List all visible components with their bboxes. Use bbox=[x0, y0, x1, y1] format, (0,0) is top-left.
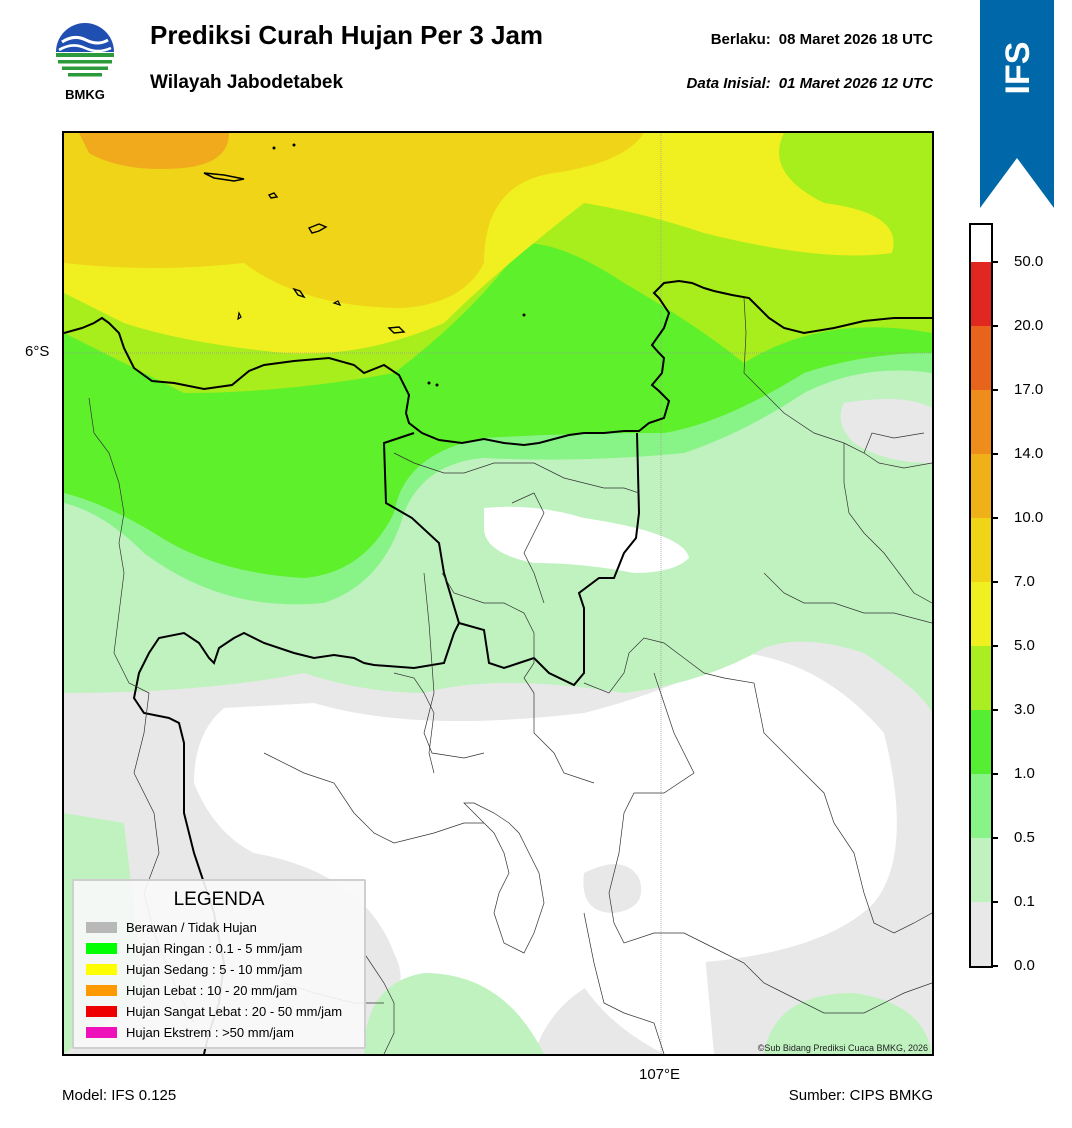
colorbar-tick bbox=[991, 901, 998, 903]
legend-label: Hujan Ringan : 0.1 - 5 mm/jam bbox=[126, 941, 303, 956]
colorbar-label: 5.0 bbox=[1014, 637, 1035, 654]
logo-text: BMKG bbox=[65, 87, 105, 102]
colorbar-segment bbox=[971, 838, 991, 902]
legend-item: Hujan Ekstrem : >50 mm/jam bbox=[74, 1022, 364, 1043]
legend-swatch bbox=[86, 985, 117, 996]
colorbar-segment bbox=[971, 518, 991, 582]
legend-swatch bbox=[86, 922, 117, 933]
colorbar-segment bbox=[971, 390, 991, 454]
rainfall-map: ©Sub Bidang Prediksi Cuaca BMKG, 2026 LE… bbox=[62, 131, 934, 1056]
colorbar-segment bbox=[971, 710, 991, 774]
legend-item: Hujan Sangat Lebat : 20 - 50 mm/jam bbox=[74, 1001, 364, 1022]
lon-tick-label: 107°E bbox=[639, 1066, 681, 1083]
colorbar-tick bbox=[991, 645, 998, 647]
colorbar-tick bbox=[991, 453, 998, 455]
legend-item: Hujan Ringan : 0.1 - 5 mm/jam bbox=[74, 938, 364, 959]
page-subtitle: Wilayah Jabodetabek bbox=[150, 72, 344, 93]
bmkg-logo-icon bbox=[56, 23, 114, 77]
rain-zone-10-0 bbox=[79, 133, 229, 169]
province-boundary bbox=[382, 432, 641, 687]
colorbar-label: 50.0 bbox=[1014, 253, 1044, 270]
legend-item: Hujan Sedang : 5 - 10 mm/jam bbox=[74, 959, 364, 980]
colorbar-bar bbox=[969, 223, 993, 968]
colorbar-segment bbox=[971, 902, 991, 966]
colorbar-label: 20.0 bbox=[1014, 317, 1044, 334]
source-label: Sumber: CIPS BMKG bbox=[788, 1087, 933, 1104]
colorbar-label: 14.0 bbox=[1014, 445, 1044, 462]
colorbar-tick bbox=[991, 709, 998, 711]
colorbar-tick bbox=[991, 325, 998, 327]
colorbar-label: 7.0 bbox=[1014, 573, 1035, 590]
colorbar-segment bbox=[971, 454, 991, 518]
legend-item: Berawan / Tidak Hujan bbox=[74, 917, 364, 938]
colorbar-tick bbox=[991, 773, 998, 775]
lat-tick-label: 6°S bbox=[25, 343, 50, 360]
colorbar-label: 0.1 bbox=[1014, 893, 1035, 910]
colorbar-label: 1.0 bbox=[1014, 765, 1035, 782]
model-label: Model: IFS 0.125 bbox=[62, 1087, 177, 1104]
valid-time: Berlaku: 08 Maret 2026 18 UTC bbox=[711, 31, 933, 48]
legend-title: LEGENDA bbox=[173, 889, 265, 910]
colorbar-tick bbox=[991, 261, 998, 263]
colorbar-label: 3.0 bbox=[1014, 701, 1035, 718]
colorbar-tick bbox=[991, 837, 998, 839]
legend-label: Hujan Sedang : 5 - 10 mm/jam bbox=[126, 962, 303, 977]
legend-swatch bbox=[86, 943, 117, 954]
colorbar-label: 10.0 bbox=[1014, 509, 1044, 526]
legend-label: Berawan / Tidak Hujan bbox=[126, 920, 257, 935]
valid-label: Berlaku: bbox=[710, 31, 771, 48]
legend-label: Hujan Sangat Lebat : 20 - 50 mm/jam bbox=[126, 1004, 343, 1019]
ifs-badge-text: IFS bbox=[999, 42, 1037, 95]
init-label: Data Inisial: bbox=[686, 75, 771, 92]
colorbar-label: 17.0 bbox=[1014, 381, 1044, 398]
colorbar-segment bbox=[971, 646, 991, 710]
legend-swatch bbox=[86, 1027, 117, 1038]
colorbar-segment bbox=[971, 262, 991, 326]
clear-zone bbox=[194, 653, 897, 1054]
colorbar-tick bbox=[991, 965, 998, 967]
legend-label: Hujan Lebat : 10 - 20 mm/jam bbox=[126, 983, 298, 998]
valid-value: 08 Maret 2026 18 UTC bbox=[778, 31, 933, 48]
colorbar-tick bbox=[991, 581, 998, 583]
colorbar: 0.0 0.1 0.5 1.0 3.0 5.0 7.0 10.0 14.0 17.0 20.0 50.… bbox=[969, 223, 1069, 974]
init-value: 01 Maret 2026 12 UTC bbox=[778, 75, 933, 92]
legend-label: Hujan Ekstrem : >50 mm/jam bbox=[126, 1025, 294, 1040]
page-title: Prediksi Curah Hujan Per 3 Jam bbox=[150, 20, 544, 50]
colorbar-label: 0.5 bbox=[1014, 829, 1035, 846]
legend-swatch bbox=[86, 964, 117, 975]
colorbar-tick bbox=[991, 389, 998, 391]
rain-zone-7-0 bbox=[64, 133, 644, 308]
legend-swatch bbox=[86, 1006, 117, 1017]
copyright-text: ©Sub Bidang Prediksi Cuaca BMKG, 2026 bbox=[758, 1043, 928, 1053]
bmkg-logo: BMKG bbox=[54, 22, 116, 102]
colorbar-segment bbox=[971, 326, 991, 390]
legend: LEGENDA Berawan / Tidak Hujan Hujan Ringa… bbox=[72, 879, 366, 1049]
ifs-badge: IFS bbox=[980, 0, 1054, 208]
legend-item: Hujan Lebat : 10 - 20 mm/jam bbox=[74, 980, 364, 1001]
colorbar-segment bbox=[971, 774, 991, 838]
colorbar-tick bbox=[991, 517, 998, 519]
colorbar-segment bbox=[971, 582, 991, 646]
init-time: Data Inisial: 01 Maret 2026 12 UTC bbox=[687, 75, 933, 92]
colorbar-label: 0.0 bbox=[1014, 957, 1035, 974]
coastline bbox=[64, 279, 932, 447]
